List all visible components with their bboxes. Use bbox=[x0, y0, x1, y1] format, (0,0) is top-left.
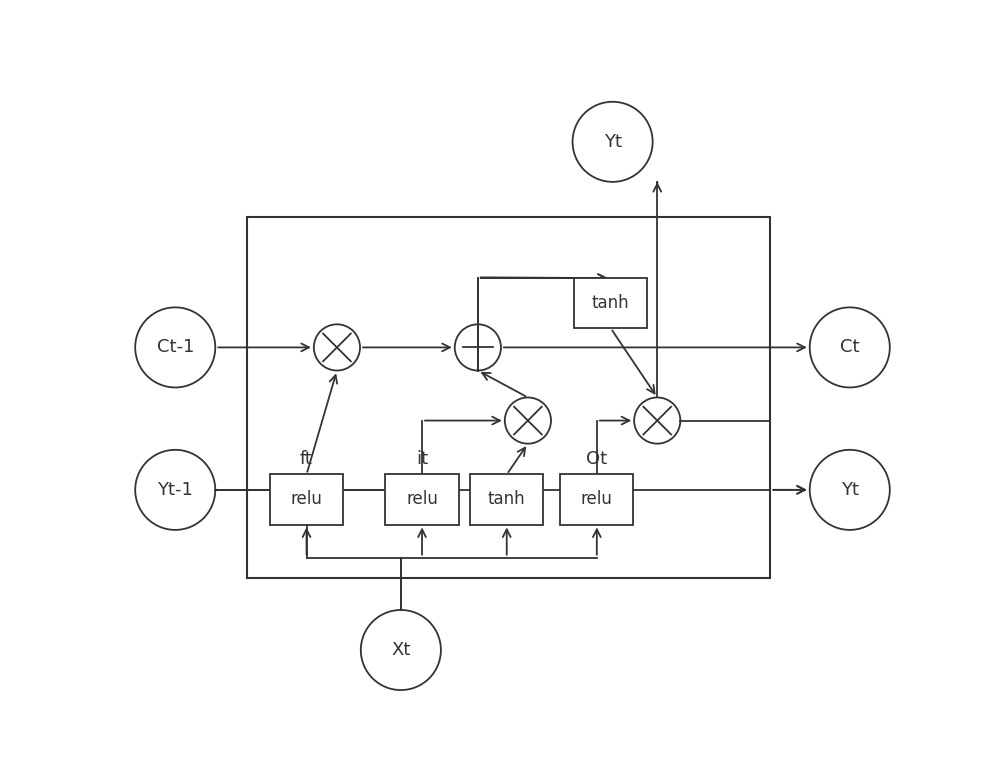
Text: it: it bbox=[416, 450, 428, 468]
Bar bbox=[470, 474, 543, 524]
Text: Xt: Xt bbox=[391, 641, 411, 659]
Text: Ot: Ot bbox=[586, 450, 607, 468]
Bar bbox=[574, 278, 647, 328]
Text: Yt-1: Yt-1 bbox=[157, 481, 193, 499]
Text: relu: relu bbox=[291, 491, 322, 509]
Text: Yt: Yt bbox=[841, 481, 859, 499]
Text: Ct-1: Ct-1 bbox=[157, 339, 194, 357]
Text: Ct: Ct bbox=[840, 339, 860, 357]
Text: Yt: Yt bbox=[604, 132, 622, 151]
Bar bbox=[270, 474, 343, 524]
Bar bbox=[385, 474, 459, 524]
Text: tanh: tanh bbox=[488, 491, 526, 509]
Text: relu: relu bbox=[581, 491, 613, 509]
Bar bbox=[247, 216, 770, 579]
Text: ft: ft bbox=[300, 450, 313, 468]
Text: tanh: tanh bbox=[592, 294, 629, 312]
Bar bbox=[560, 474, 633, 524]
Text: relu: relu bbox=[406, 491, 438, 509]
